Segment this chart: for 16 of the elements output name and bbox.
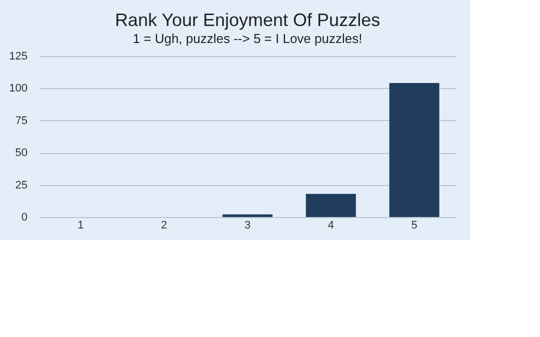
- x-tick-label: 1: [78, 220, 84, 232]
- y-tick-label: 125: [9, 50, 28, 62]
- bar: [222, 214, 272, 217]
- y-tick-label: 0: [21, 212, 28, 224]
- bar: [306, 194, 356, 217]
- x-tick-label: 3: [244, 220, 251, 232]
- chart-title: Rank Your Enjoyment Of Puzzles: [114, 10, 380, 30]
- bar: [389, 83, 440, 217]
- y-tick-label: 75: [15, 114, 28, 127]
- y-tick-label: 100: [9, 82, 28, 95]
- x-tick-label: 4: [328, 220, 334, 232]
- x-tick-label: 5: [411, 220, 418, 232]
- y-tick-label: 50: [15, 147, 28, 160]
- chart-subtitle: 1 = Ugh, puzzles --> 5 = I Love puzzles!: [132, 31, 362, 46]
- x-tick-label: 2: [161, 220, 168, 232]
- y-tick-label: 25: [15, 179, 28, 192]
